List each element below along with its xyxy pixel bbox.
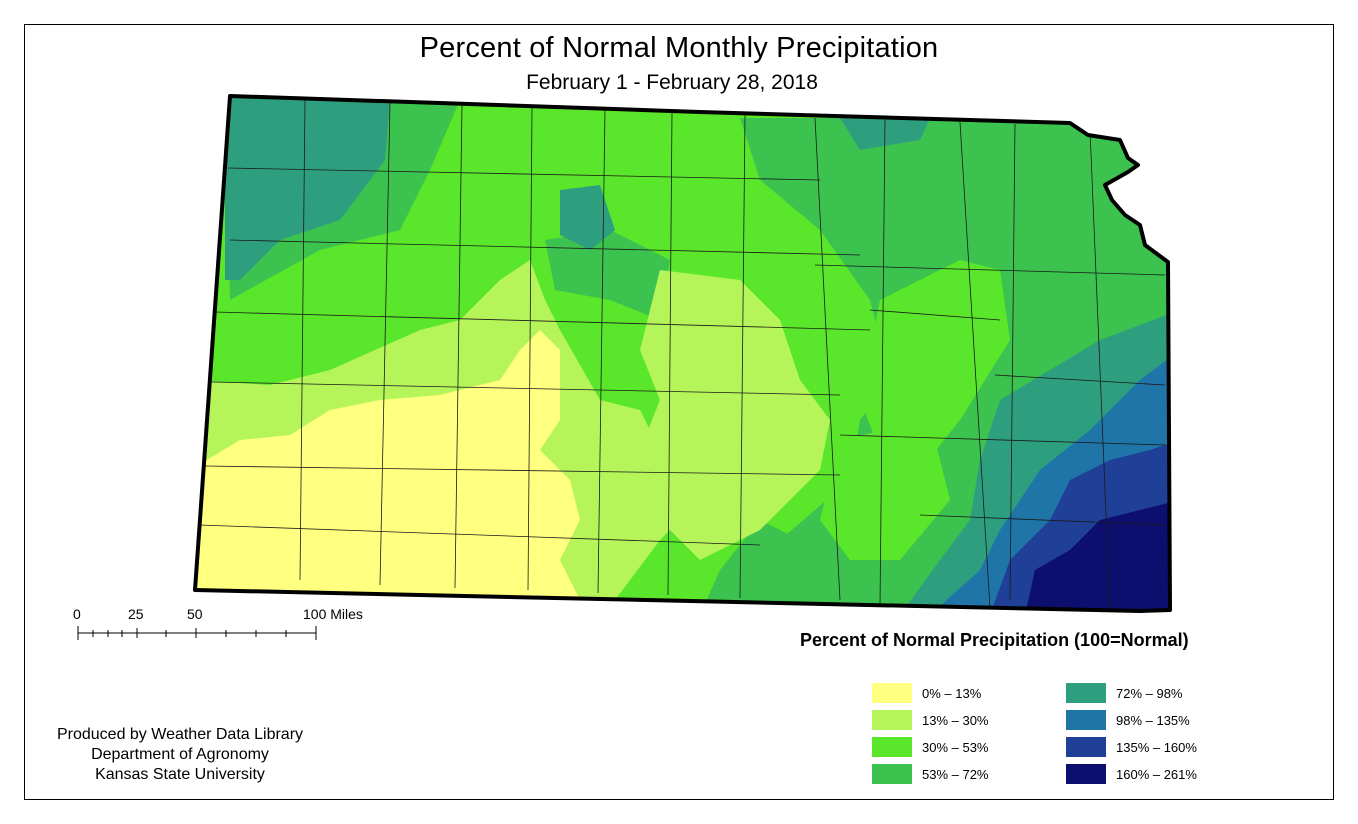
scale-tick-100: 100 Miles <box>303 606 363 622</box>
credit-line-1: Produced by Weather Data Library <box>56 726 304 743</box>
legend-swatch <box>872 683 912 703</box>
credits: Produced by Weather Data Library Departm… <box>30 725 330 785</box>
zone-160-261-southeast <box>1025 500 1170 611</box>
zone-53-72-central <box>545 230 670 320</box>
county-boundaries <box>199 99 1166 611</box>
credit-line-3: Kansas State University <box>95 766 265 783</box>
zone-0-13-southwest <box>195 330 580 611</box>
map-title: Percent of Normal Monthly Precipitation <box>419 32 939 64</box>
kansas-state-outline <box>193 94 1172 613</box>
zone-30-53-south-pocket <box>820 420 950 560</box>
scale-bar <box>77 626 317 640</box>
legend-label: 30% – 53% <box>922 740 989 755</box>
map-subtitle: February 1 - February 28, 2018 <box>526 71 818 94</box>
zone-72-98-north-central <box>560 185 615 250</box>
legend-label: 98% – 135% <box>1116 713 1190 728</box>
legend-label: 160% – 261% <box>1116 767 1197 782</box>
legend-label: 53% – 72% <box>922 767 989 782</box>
legend-swatch <box>872 764 912 784</box>
scale-tick-50: 50 <box>187 606 203 622</box>
scale-tick-25: 25 <box>128 606 144 622</box>
map-frame <box>24 24 1334 800</box>
legend-swatch <box>1066 710 1106 730</box>
credit-line-2: Department of Agronomy <box>91 746 269 763</box>
legend-swatch <box>1066 764 1106 784</box>
legend-title: Percent of Normal Precipitation (100=Nor… <box>800 630 1189 650</box>
legend-label: 13% – 30% <box>922 713 989 728</box>
legend-swatch <box>872 710 912 730</box>
zone-72-98-northwest <box>225 96 390 280</box>
legend-label: 135% – 160% <box>1116 740 1197 755</box>
legend-label: 0% – 13% <box>922 686 982 701</box>
zone-13-30-central <box>640 270 830 560</box>
legend-swatch <box>1066 683 1106 703</box>
legend-swatch <box>872 737 912 757</box>
scale-tick-0: 0 <box>73 606 81 622</box>
zone-53-72-southcentral <box>700 520 800 611</box>
legend-swatch <box>1066 737 1106 757</box>
legend-label: 72% – 98% <box>1116 686 1183 701</box>
